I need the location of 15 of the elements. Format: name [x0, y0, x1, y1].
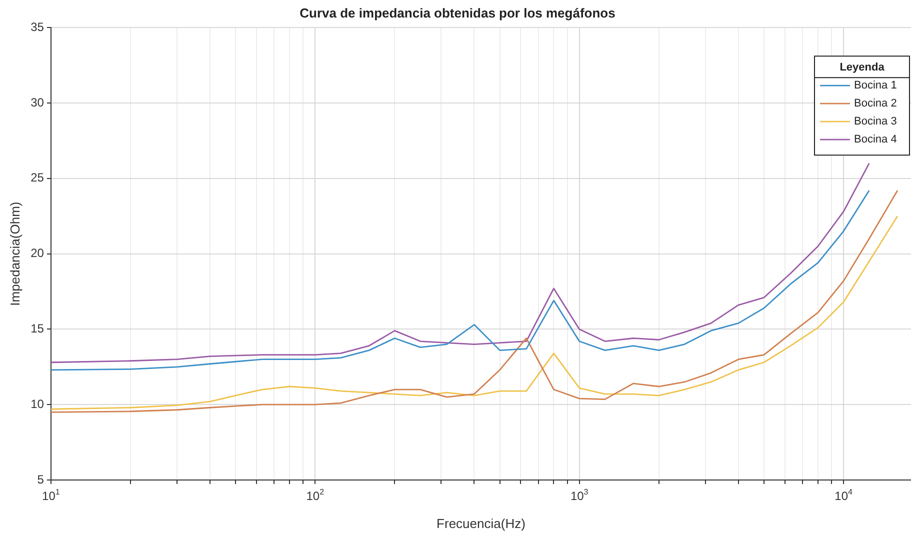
y-axis-title: Impedancia(Ohm)	[7, 202, 22, 306]
y-tick-label: 30	[30, 95, 44, 110]
y-tick-label: 10	[30, 396, 44, 411]
y-tick-label: 35	[30, 20, 44, 34]
y-tick-label: 25	[30, 170, 44, 185]
y-tick-label: 5	[37, 472, 44, 486]
y-tick-label: 20	[30, 246, 44, 260]
legend-label: Bocina 1	[854, 80, 897, 92]
x-axis-title: Frecuencia(Hz)	[436, 516, 526, 531]
legend-label: Bocina 2	[854, 98, 897, 110]
legend-label: Bocina 3	[854, 116, 897, 128]
chart-title: Curva de impedancia obtenidas por los megáfonos	[300, 5, 616, 20]
legend-label: Bocina 4	[854, 134, 897, 146]
y-tick-label: 15	[30, 322, 44, 336]
legend-title: Leyenda	[840, 62, 886, 74]
